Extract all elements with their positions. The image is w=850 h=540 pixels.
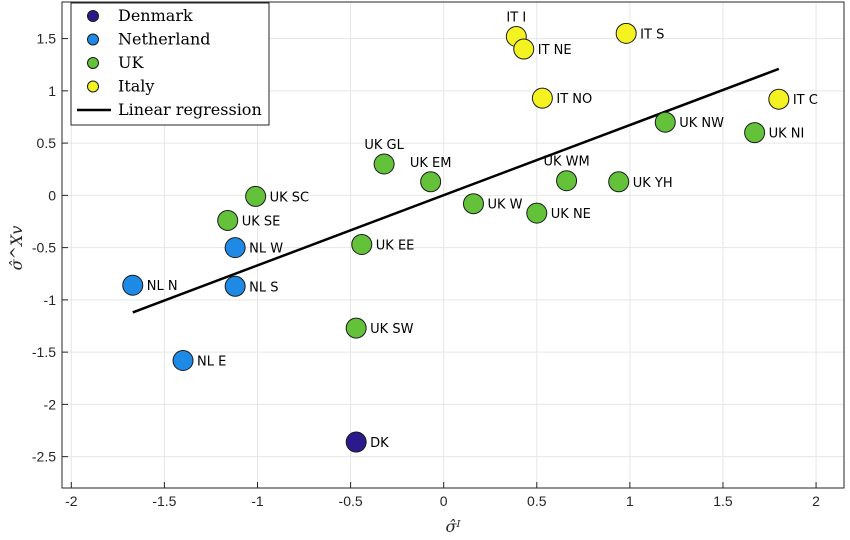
point-label: NL N bbox=[147, 279, 178, 294]
point-label: UK YH bbox=[633, 176, 673, 191]
point-label: IT NE bbox=[538, 43, 572, 58]
point-label: UK WM bbox=[543, 155, 589, 170]
legend-marker bbox=[87, 80, 99, 93]
point-label: UK EM bbox=[410, 156, 452, 171]
data-points: DK NL N NL W NL S NL E UK SC UK SE UK GL UK EM UK… bbox=[122, 10, 818, 453]
grid bbox=[62, 2, 844, 488]
y-tick-label: -2 bbox=[44, 396, 57, 412]
data-point bbox=[420, 171, 442, 193]
point-label: UK GL bbox=[364, 138, 404, 153]
data-point bbox=[531, 87, 553, 109]
data-point bbox=[224, 275, 246, 297]
data-point bbox=[526, 202, 548, 224]
y-tick-label: 1 bbox=[48, 83, 56, 99]
data-point bbox=[224, 237, 246, 259]
legend-label: Denmark bbox=[118, 6, 193, 25]
data-point bbox=[556, 170, 578, 192]
point-label: UK NE bbox=[551, 207, 591, 222]
data-point bbox=[122, 274, 144, 296]
data-point bbox=[351, 233, 373, 255]
data-point bbox=[462, 193, 484, 215]
legend: Denmark Netherland UK Italy Linear regressio… bbox=[70, 2, 270, 126]
point-label: UK SW bbox=[370, 322, 413, 337]
data-point bbox=[217, 209, 239, 231]
legend-marker bbox=[87, 57, 99, 69]
x-tick-label: -2 bbox=[65, 493, 78, 509]
point-label: UK SC bbox=[270, 190, 310, 205]
data-point bbox=[513, 38, 535, 60]
point-label: IT I bbox=[506, 10, 526, 25]
point-label: UK NW bbox=[679, 116, 724, 131]
y-tick-label: 0 bbox=[48, 187, 56, 203]
y-tick-label: 1.5 bbox=[37, 31, 57, 47]
y-tick-label: -2.5 bbox=[32, 449, 56, 465]
point-label: NL W bbox=[249, 242, 283, 257]
legend-marker bbox=[87, 10, 99, 22]
legend-box bbox=[70, 2, 270, 126]
point-label: UK SE bbox=[242, 214, 281, 229]
point-label: DK bbox=[370, 436, 389, 451]
axis-ticks: -2 -1.5 -1 -0.5 0 0.5 1 1.5 2 -2.5 -2 -1.5 -1 -0.5 0 0.… bbox=[32, 31, 820, 509]
data-point bbox=[345, 317, 367, 339]
data-point bbox=[608, 171, 630, 193]
data-point bbox=[345, 431, 367, 453]
y-tick-label: -1 bbox=[44, 292, 57, 308]
data-point bbox=[245, 185, 267, 207]
x-tick-label: 0.5 bbox=[527, 493, 547, 509]
x-tick-label: 1.5 bbox=[713, 493, 733, 509]
point-label: NL S bbox=[249, 280, 278, 295]
plot-frame bbox=[61, 1, 845, 489]
x-tick-label: -1.5 bbox=[152, 493, 176, 509]
data-point bbox=[373, 153, 395, 175]
x-tick-label: -1 bbox=[251, 493, 264, 509]
y-tick-label: -0.5 bbox=[32, 240, 56, 256]
y-axis-label: σ̂^Xv bbox=[7, 226, 26, 271]
regression-line bbox=[132, 67, 780, 314]
x-axis-label: σ̂ᴵ bbox=[446, 517, 462, 536]
x-tick-label: 0 bbox=[440, 493, 448, 509]
x-tick-label: -0.5 bbox=[339, 493, 363, 509]
y-tick-label: 0.5 bbox=[37, 135, 57, 151]
x-tick-label: 2 bbox=[812, 493, 820, 509]
point-label: IT C bbox=[793, 93, 818, 108]
point-label: IT NO bbox=[556, 92, 592, 107]
legend-label: Italy bbox=[118, 77, 154, 96]
legend-label: Linear regression bbox=[118, 100, 262, 119]
legend-marker bbox=[87, 33, 99, 46]
legend-label: Netherland bbox=[118, 30, 211, 49]
data-point bbox=[768, 88, 790, 110]
data-point bbox=[744, 122, 766, 144]
point-label: UK EE bbox=[376, 238, 415, 253]
y-tick-label: -1.5 bbox=[32, 344, 56, 360]
data-point bbox=[172, 349, 194, 371]
legend-label: UK bbox=[118, 53, 144, 72]
point-label: IT S bbox=[640, 27, 664, 42]
point-label: UK W bbox=[487, 198, 522, 213]
point-label: UK NI bbox=[769, 127, 805, 142]
point-label: NL E bbox=[197, 354, 226, 369]
x-tick-label: 1 bbox=[626, 493, 634, 509]
data-point bbox=[615, 22, 637, 44]
data-point bbox=[654, 111, 676, 133]
